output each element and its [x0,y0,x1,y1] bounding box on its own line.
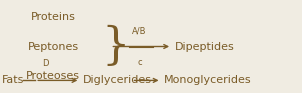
Text: A/B: A/B [132,26,147,35]
Text: Proteins: Proteins [31,12,76,22]
Text: Monoglycerides: Monoglycerides [164,75,252,85]
Text: c: c [137,58,142,67]
Text: Proteoses: Proteoses [26,71,80,81]
Text: Fats: Fats [2,75,24,85]
Text: }: } [101,25,130,68]
Text: D: D [42,60,48,68]
Text: Diglycerides: Diglycerides [82,75,152,85]
Text: Peptones: Peptones [28,41,79,52]
Text: Dipeptides: Dipeptides [175,41,235,52]
